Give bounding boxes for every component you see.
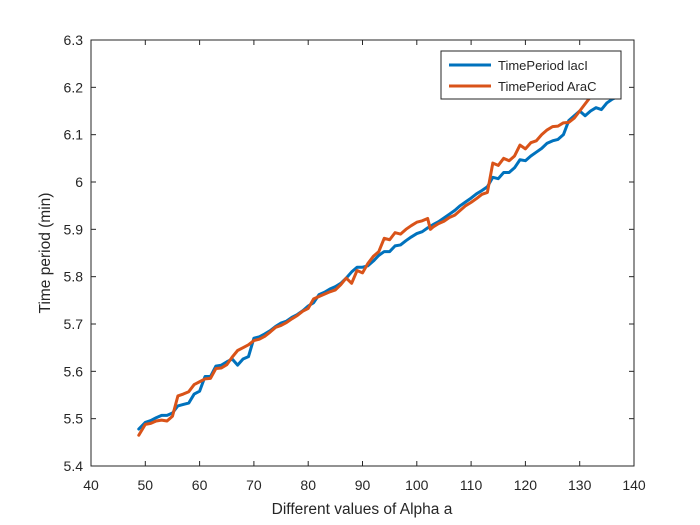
legend-box (440, 50, 622, 100)
y-tick-label: 5.5 (64, 411, 84, 427)
series-line-1 (137, 95, 620, 431)
ticks-layer: 40 50 60 70 80 90 100 110 120 130 140 5.4 5.5 5.6 5.7 5… (64, 32, 646, 493)
legend-label-1: TimePeriod lacI (498, 58, 588, 73)
x-tick-label: 140 (622, 477, 646, 493)
series-layer (137, 78, 620, 437)
y-tick-label: 6 (75, 174, 83, 190)
x-tick-label: 120 (514, 477, 538, 493)
x-axis-label: Different values of Alpha a (272, 501, 453, 518)
y-tick-label: 5.8 (64, 269, 84, 285)
y-tick-label: 5.6 (64, 363, 84, 379)
x-tick-label: 100 (405, 477, 429, 493)
y-tick-label: 6.1 (64, 127, 84, 143)
x-tick-label: 80 (300, 477, 316, 493)
y-axis-label: Time period (min) (37, 193, 54, 314)
legend-label-2: TimePeriod AraC (498, 79, 597, 94)
legend: TimePeriod lacI TimePeriod AraC (440, 50, 622, 100)
y-tick-label: 5.9 (64, 221, 84, 237)
x-tick-label: 90 (355, 477, 371, 493)
x-tick-label: 110 (460, 477, 483, 493)
plot-area (91, 40, 634, 466)
y-tick-label: 6.3 (64, 32, 84, 48)
y-tick-label: 5.7 (64, 316, 84, 332)
x-tick-label: 40 (83, 477, 99, 493)
x-tick-label: 130 (568, 477, 592, 493)
x-tick-label: 70 (246, 477, 262, 493)
x-tick-label: 60 (192, 477, 208, 493)
y-tick-label: 5.4 (64, 458, 84, 474)
y-tick-label: 6.2 (64, 79, 84, 95)
series-line-2 (137, 78, 620, 437)
x-tick-label: 50 (138, 477, 154, 493)
